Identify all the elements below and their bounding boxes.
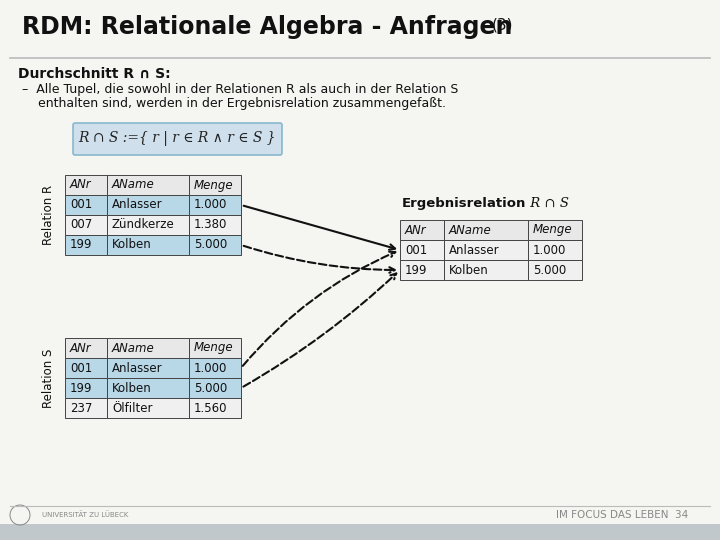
Text: Relation R: Relation R (42, 185, 55, 245)
Text: Anlasser: Anlasser (112, 199, 163, 212)
Text: R ∩ S :={ r | r ∈ R ∧ r ∈ S }: R ∩ S :={ r | r ∈ R ∧ r ∈ S } (78, 132, 276, 146)
Text: Kolben: Kolben (112, 381, 152, 395)
Bar (65, 378, 107, 398)
Text: ANr: ANr (70, 179, 91, 192)
Text: Durchschnitt R ∩ S:: Durchschnitt R ∩ S: (18, 67, 171, 81)
Text: IM FOCUS DAS LEBEN  34: IM FOCUS DAS LEBEN 34 (556, 510, 688, 520)
Bar (444, 220, 528, 240)
Text: enthalten sind, werden in der Ergebnisrelation zusammengefaßt.: enthalten sind, werden in der Ergebnisre… (22, 97, 446, 110)
Text: 001: 001 (405, 244, 427, 256)
Bar (65, 398, 107, 418)
Bar (189, 338, 241, 358)
Bar (189, 358, 241, 378)
Text: Ölfilter: Ölfilter (112, 402, 153, 415)
Bar (444, 240, 528, 260)
Text: ANr: ANr (70, 341, 91, 354)
Bar (189, 175, 241, 195)
Text: 5.000: 5.000 (194, 239, 228, 252)
Bar (0, 524, 720, 540)
Text: R ∩ S: R ∩ S (526, 197, 569, 210)
Bar (400, 260, 444, 280)
Bar (528, 220, 582, 240)
Bar (107, 195, 189, 215)
Bar (65, 235, 107, 255)
Bar (65, 215, 107, 235)
Text: Relation S: Relation S (42, 348, 55, 408)
Text: Zündkerze: Zündkerze (112, 219, 175, 232)
Bar (107, 358, 189, 378)
Text: Menge: Menge (194, 179, 233, 192)
Text: Kolben: Kolben (449, 264, 489, 276)
Text: 5.000: 5.000 (533, 264, 566, 276)
Text: 1.560: 1.560 (194, 402, 228, 415)
Bar (189, 235, 241, 255)
Bar (107, 378, 189, 398)
Text: Anlasser: Anlasser (112, 361, 163, 375)
Bar (65, 338, 107, 358)
Bar (400, 220, 444, 240)
Bar (107, 398, 189, 418)
Bar (444, 260, 528, 280)
Text: ANr: ANr (405, 224, 427, 237)
Text: 1.000: 1.000 (533, 244, 567, 256)
Text: AName: AName (112, 341, 155, 354)
Text: 5.000: 5.000 (194, 381, 228, 395)
Text: 007: 007 (70, 219, 92, 232)
Bar (189, 398, 241, 418)
Bar (107, 338, 189, 358)
Text: Menge: Menge (533, 224, 572, 237)
Text: Ergebnisrelation: Ergebnisrelation (402, 197, 526, 210)
Text: 1.000: 1.000 (194, 361, 228, 375)
Bar (189, 215, 241, 235)
Text: Anlasser: Anlasser (449, 244, 500, 256)
Text: RDM: Relationale Algebra - Anfragen: RDM: Relationale Algebra - Anfragen (22, 15, 513, 39)
Text: 1.000: 1.000 (194, 199, 228, 212)
Bar (65, 175, 107, 195)
Text: 001: 001 (70, 199, 92, 212)
Text: Menge: Menge (194, 341, 233, 354)
Text: 199: 199 (405, 264, 428, 276)
Bar (65, 195, 107, 215)
Bar (65, 358, 107, 378)
Text: 237: 237 (70, 402, 92, 415)
Text: 1.380: 1.380 (194, 219, 228, 232)
Text: Kolben: Kolben (112, 239, 152, 252)
Text: (3): (3) (492, 18, 513, 33)
Text: UNIVERSITÄT ZU LÜBECK: UNIVERSITÄT ZU LÜBECK (42, 511, 128, 518)
Bar (189, 378, 241, 398)
Text: –  Alle Tupel, die sowohl in der Relationen R als auch in der Relation S: – Alle Tupel, die sowohl in der Relation… (22, 83, 459, 96)
Bar (400, 240, 444, 260)
Text: AName: AName (449, 224, 492, 237)
Bar (107, 215, 189, 235)
Bar (528, 260, 582, 280)
Text: AName: AName (112, 179, 155, 192)
Bar (528, 240, 582, 260)
Text: 199: 199 (70, 239, 92, 252)
Text: 199: 199 (70, 381, 92, 395)
FancyBboxPatch shape (73, 123, 282, 155)
Bar (107, 235, 189, 255)
Text: 001: 001 (70, 361, 92, 375)
Bar (107, 175, 189, 195)
Bar (189, 195, 241, 215)
